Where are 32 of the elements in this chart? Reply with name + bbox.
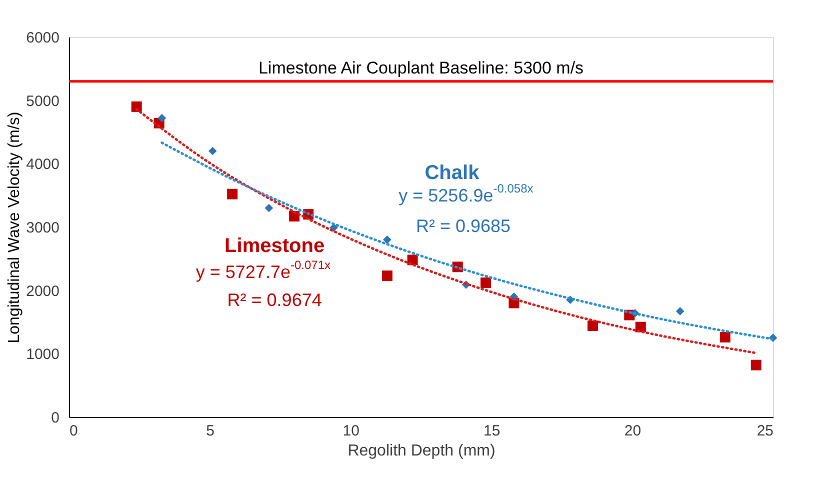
y-tick-label: 1000 <box>26 346 60 364</box>
x-axis-title: Regolith Depth (mm) <box>348 442 496 460</box>
x-tick-label: 0 <box>70 422 78 440</box>
y-tick-label: 4000 <box>26 156 60 174</box>
point <box>131 101 142 112</box>
point <box>208 146 217 156</box>
y-tick-label: 2000 <box>26 282 60 300</box>
y-tick-label: 6000 <box>26 30 60 46</box>
text: Chalk <box>424 162 480 184</box>
point <box>676 307 684 316</box>
series-label: Limestone <box>224 235 325 257</box>
point <box>264 204 274 212</box>
point <box>158 114 166 122</box>
point <box>383 235 392 244</box>
annotation: R² = 0.9685 <box>416 216 511 236</box>
x-tick-label: 20 <box>624 422 642 440</box>
x-tick-label: 5 <box>206 422 214 440</box>
point <box>588 320 598 332</box>
y-tick-label: 3000 <box>26 220 60 236</box>
point <box>720 332 730 342</box>
y-tick-label: 0 <box>51 410 60 426</box>
point <box>480 277 492 288</box>
ref-line-label: Limestone Air Couplant Baseline: 5300 m/s <box>258 58 584 78</box>
point <box>750 360 762 370</box>
y-tick-label: 5000 <box>26 92 60 110</box>
point <box>227 188 238 200</box>
point <box>382 270 392 282</box>
annotation: R² = 0.9674 <box>227 290 322 310</box>
x-tick-label: 10 <box>342 422 360 440</box>
y-axis-title: Longitudinal Wave Velocity (m/s) <box>6 112 24 344</box>
x-tick-label: 25 <box>756 422 774 440</box>
x-tick-label: 15 <box>484 422 500 440</box>
